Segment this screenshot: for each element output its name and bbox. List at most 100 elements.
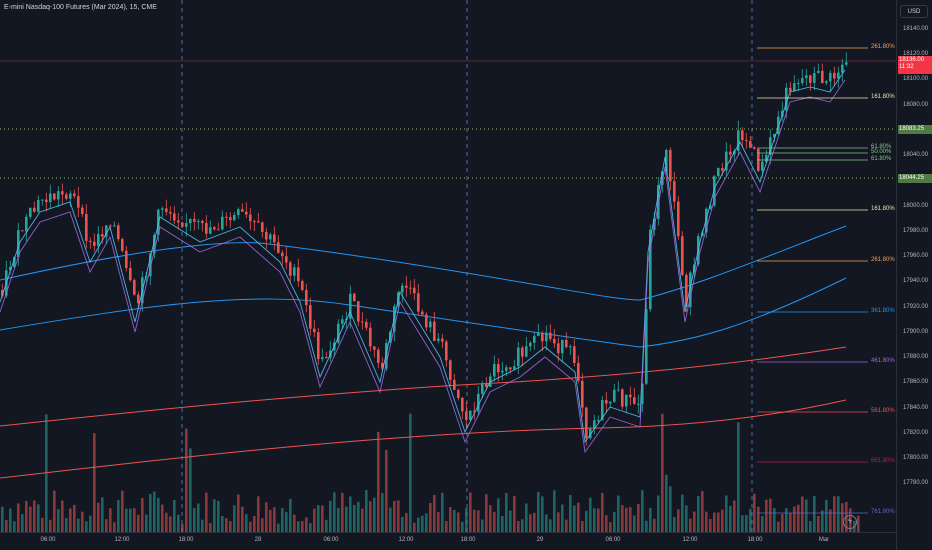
chart-title: E-mini Nasdaq-100 Futures (Mar 2024), 15…: [4, 4, 157, 11]
currency-button[interactable]: USD: [900, 5, 928, 18]
volume-bar: [389, 507, 392, 532]
fib-label: 261.80%: [871, 257, 895, 263]
candle-body: [461, 397, 464, 412]
candle-body: [761, 161, 764, 171]
time-tick: 06:00: [40, 537, 56, 543]
candle-body: [17, 230, 20, 258]
volume-bar: [13, 521, 16, 532]
volume-bar: [145, 514, 148, 532]
lightning-icon[interactable]: ϟ: [843, 515, 857, 529]
volume-bar: [17, 503, 20, 532]
volume-bar: [657, 495, 660, 532]
ma-blue-mid: [0, 225, 847, 301]
volume-bar: [245, 514, 248, 532]
candle-body: [81, 207, 84, 215]
candle-body: [445, 341, 448, 361]
time-tick: 06:00: [323, 537, 339, 543]
candle-body: [477, 393, 480, 412]
volume-bar: [613, 511, 616, 532]
volume-bar: [721, 509, 724, 532]
volume-bar: [529, 514, 532, 532]
bar-countdown: 11:32: [899, 64, 914, 70]
volume-bar: [261, 518, 264, 532]
volume-bar: [165, 512, 168, 532]
volume-bar: [717, 512, 720, 532]
volume-bar: [357, 501, 360, 532]
volume-bar: [841, 503, 844, 532]
candle-body: [61, 191, 64, 195]
candle-body: [449, 360, 452, 380]
candle-body: [553, 338, 556, 344]
time-tick: 12:00: [682, 537, 698, 543]
candle-body: [481, 383, 484, 394]
volume-bar: [705, 511, 708, 532]
volume-bar: [737, 422, 740, 532]
volume-bar: [277, 523, 280, 532]
candle-body: [629, 394, 632, 398]
volume-bar: [493, 511, 496, 532]
price-tick: 17840.00: [903, 404, 929, 411]
volume-bar: [805, 499, 808, 532]
volume-bar: [285, 512, 288, 532]
candle-body: [37, 200, 40, 212]
volume-bar: [741, 515, 744, 532]
volume-bar: [49, 519, 52, 532]
volume-bar: [117, 500, 120, 532]
volume-bar: [329, 500, 332, 532]
chart-area[interactable]: E-mini Nasdaq-100 Futures (Mar 2024), 15…: [0, 0, 896, 532]
level-label-lower: 18044.25: [898, 174, 932, 183]
candle-body: [97, 234, 100, 246]
volume-bar: [57, 509, 60, 532]
volume-bar: [85, 521, 88, 532]
candle-body: [717, 168, 720, 177]
volume-bar: [349, 496, 352, 532]
candle-body: [173, 213, 176, 221]
candle-body: [121, 239, 124, 251]
volume-bar: [629, 507, 632, 532]
volume-bar: [113, 522, 116, 532]
volume-bar: [45, 414, 48, 532]
volume-bar: [361, 508, 364, 532]
volume-bar: [833, 496, 836, 532]
price-tick: 18000.00: [903, 202, 929, 209]
volume-bar: [825, 499, 828, 532]
current-price-label: 18136.00 11:32: [898, 56, 932, 74]
candle-body: [153, 234, 156, 254]
candle-body: [21, 230, 24, 232]
candle-body: [725, 151, 728, 171]
volume-bar: [837, 496, 840, 532]
volume-bar: [353, 504, 356, 532]
volume-bar: [401, 516, 404, 532]
volume-bar: [469, 492, 472, 532]
volume-bar: [249, 521, 252, 532]
volume-bar: [365, 489, 368, 532]
candle-body: [817, 70, 820, 74]
candle-body: [501, 370, 504, 373]
volume-bar: [553, 490, 556, 532]
price-axis[interactable]: USD 18140.0018120.0018100.0018080.001806…: [896, 0, 932, 550]
volume-bar: [25, 500, 28, 532]
candle-body: [753, 147, 756, 149]
volume-bar: [417, 517, 420, 532]
fib-label: 661.80%: [871, 458, 895, 464]
volume-bar: [409, 413, 412, 532]
volume-bar: [21, 514, 24, 532]
volume-bar: [217, 500, 220, 532]
volume-bar: [37, 504, 40, 532]
price-tick: 18100.00: [903, 76, 929, 83]
volume-bar: [733, 500, 736, 532]
volume-bar: [101, 497, 104, 532]
volume-bar: [637, 504, 640, 532]
volume-bar: [173, 499, 176, 532]
candlestick-chart[interactable]: [0, 0, 896, 532]
candle-body: [53, 193, 56, 200]
volume-bar: [605, 515, 608, 532]
volume-bar: [677, 509, 680, 532]
candle-body: [385, 342, 388, 369]
volume-bar: [509, 510, 512, 532]
candle-body: [593, 420, 596, 429]
time-axis[interactable]: 06:00 12:00 18:00 28 06:00 12:00 18:00 29 06:00 1…: [0, 532, 896, 550]
candle-body: [377, 349, 380, 363]
volume-bar: [457, 512, 460, 532]
candle-body: [225, 216, 228, 218]
